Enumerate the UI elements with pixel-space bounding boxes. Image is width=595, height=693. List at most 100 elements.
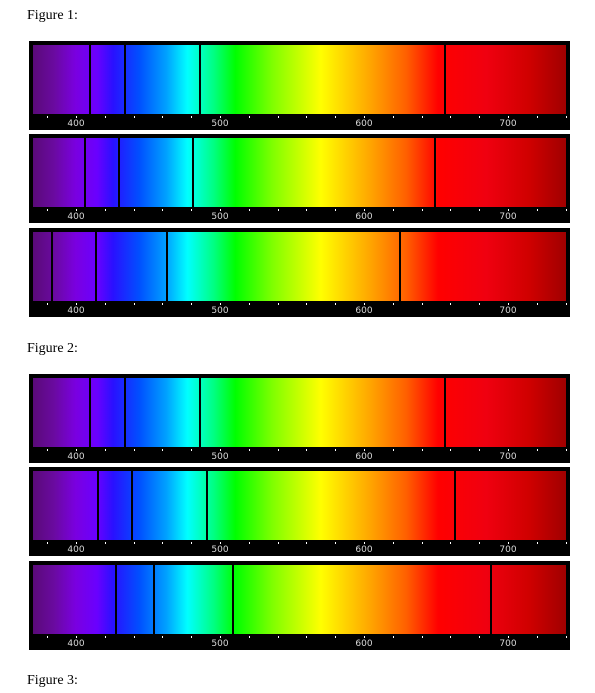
spectrum-1-1-scale-tick: [162, 116, 163, 118]
spectrum-1-1-scale-tick: [278, 116, 279, 118]
spectrum-1-2-scale-tick: [134, 209, 135, 211]
spectrum-1-1-scale-tick: [537, 116, 538, 118]
spectrum-1-3-scale-tick: [278, 303, 279, 305]
spectrum-2-2-tick-label: 700: [499, 545, 517, 555]
spectrum-2-1-scale-tick: [76, 449, 77, 451]
spectrum-1-3-scale-tick: [134, 303, 135, 305]
spectrum-2-2-scale-tick: [105, 542, 106, 544]
spectrum-2-1-scale-tick: [105, 449, 106, 451]
figure-1-label: Figure 1:: [27, 8, 78, 23]
spectrum-1-3-absorption-line-3: [165, 232, 168, 301]
spectrum-2-3-absorption-line-3: [231, 565, 234, 634]
spectrum-2-3-scale-tick: [220, 636, 221, 638]
spectrum-2-1-scale-tick: [508, 449, 509, 451]
spectrum-1-1-absorption-line-1: [89, 45, 92, 114]
spectrum-2-3-scale-tick: [278, 636, 279, 638]
spectrum-1-1-scale-tick: [422, 116, 423, 118]
spectrum-1-1-scale-tick: [508, 116, 509, 118]
spectrum-1-3-scale-tick: [566, 303, 567, 305]
spectrum-1-2-wavelength-scale: 400 500 600 700: [33, 207, 567, 223]
spectrum-2-2-color-strip: [33, 471, 566, 540]
spectrum-2-3-absorption-line-1: [115, 565, 118, 634]
spectrum-2-3-color-strip: [33, 565, 566, 634]
spectrum-1-3-tick-label: 500: [211, 306, 229, 316]
spectrum-2-3-scale-tick: [335, 636, 336, 638]
spectrum-2-3-absorption-line-2: [152, 565, 155, 634]
spectrum-2-2-absorption-line-1: [96, 471, 99, 540]
spectrum-1-1-scale-tick: [335, 116, 336, 118]
spectrum-2-3-tick-label: 700: [499, 639, 517, 649]
spectrum-1-3-scale-tick: [335, 303, 336, 305]
spectrum-2-3-scale-tick: [47, 636, 48, 638]
spectrum-2-1-tick-label: 400: [67, 452, 85, 462]
spectrum-2-3-scale-tick: [566, 636, 567, 638]
spectrum-2-1-scale-tick: [191, 449, 192, 451]
spectrum-2-1-tick-label: 600: [355, 452, 373, 462]
spectrum-1-1-tick-label: 600: [355, 119, 373, 129]
spectrum-1-1-scale-tick: [306, 116, 307, 118]
spectrum-1-2-scale-tick: [306, 209, 307, 211]
spectrum-2-2-tick-label: 400: [67, 545, 85, 555]
spectrum-1-3-scale-tick: [364, 303, 365, 305]
spectrum-1-2: 400 500 600 700: [29, 134, 570, 223]
spectrum-2-1-scale-tick: [162, 449, 163, 451]
spectrum-1-3-tick-label: 700: [499, 306, 517, 316]
spectrum-2-1-color-strip: [33, 378, 566, 447]
spectrum-2-2-scale-tick: [162, 542, 163, 544]
spectrum-1-2-tick-label: 500: [211, 212, 229, 222]
spectrum-2-3-scale-tick: [306, 636, 307, 638]
spectrum-1-2-scale-tick: [162, 209, 163, 211]
spectrum-2-2-absorption-line-3: [206, 471, 209, 540]
spectrum-2-2-scale-tick: [508, 542, 509, 544]
spectrum-1-2-scale-tick: [76, 209, 77, 211]
spectrum-2-1-scale-tick: [393, 449, 394, 451]
spectrum-2-2-absorption-line-2: [131, 471, 134, 540]
spectrum-1-1-scale-tick: [105, 116, 106, 118]
spectrum-2-1-absorption-line-4: [443, 378, 446, 447]
spectrum-1-2-scale-tick: [422, 209, 423, 211]
spectrum-2-2-scale-tick: [306, 542, 307, 544]
spectrum-2-1-scale-tick: [450, 449, 451, 451]
spectrum-1-2-scale-tick: [249, 209, 250, 211]
spectrum-1-1-tick-label: 700: [499, 119, 517, 129]
spectrum-1-2-scale-tick: [220, 209, 221, 211]
spectrum-1-3-scale-tick: [162, 303, 163, 305]
spectrum-2-2-scale-tick: [450, 542, 451, 544]
spectrum-2-2-scale-tick: [191, 542, 192, 544]
spectrum-1-1-absorption-line-2: [123, 45, 126, 114]
spectrum-1-3-scale-tick: [76, 303, 77, 305]
spectrum-1-3-scale-tick: [220, 303, 221, 305]
spectrum-1-1-scale-tick: [249, 116, 250, 118]
spectrum-1-1-tick-label: 500: [211, 119, 229, 129]
spectrum-2-2-scale-tick: [220, 542, 221, 544]
spectrum-1-3-absorption-line-1: [50, 232, 53, 301]
spectrum-1-2-absorption-line-4: [433, 138, 436, 207]
spectrum-2-1-absorption-line-2: [123, 378, 126, 447]
spectrum-2-2-scale-tick: [278, 542, 279, 544]
spectrum-2-2-scale-tick: [249, 542, 250, 544]
spectrum-1-3-scale-tick: [537, 303, 538, 305]
spectrum-2-1-scale-tick: [278, 449, 279, 451]
spectrum-2-1-scale-tick: [47, 449, 48, 451]
spectrum-2-1-scale-tick: [306, 449, 307, 451]
spectrum-1-1-scale-tick: [450, 116, 451, 118]
spectrum-2-3-scale-tick: [162, 636, 163, 638]
spectrum-2-2-scale-tick: [134, 542, 135, 544]
spectrum-2-3-scale-tick: [422, 636, 423, 638]
spectrum-1-2-color-strip: [33, 138, 566, 207]
spectrum-1-1-scale-tick: [566, 116, 567, 118]
spectrum-1-2-absorption-line-3: [191, 138, 194, 207]
spectrum-2-3-scale-tick: [450, 636, 451, 638]
spectrum-1-3-scale-tick: [191, 303, 192, 305]
spectrum-2-2-scale-tick: [47, 542, 48, 544]
spectrum-2-3-absorption-line-4: [489, 565, 492, 634]
spectrum-2-2-absorption-line-4: [453, 471, 456, 540]
spectrum-2-1-scale-tick: [364, 449, 365, 451]
spectrum-2-2-scale-tick: [479, 542, 480, 544]
spectrum-1-1-absorption-line-3: [198, 45, 201, 114]
spectrum-2-2-scale-tick: [566, 542, 567, 544]
spectrum-1-1-scale-tick: [220, 116, 221, 118]
spectrum-2-1-scale-tick: [335, 449, 336, 451]
spectrum-1-3-scale-tick: [105, 303, 106, 305]
spectrum-1-1-color-strip: [33, 45, 566, 114]
